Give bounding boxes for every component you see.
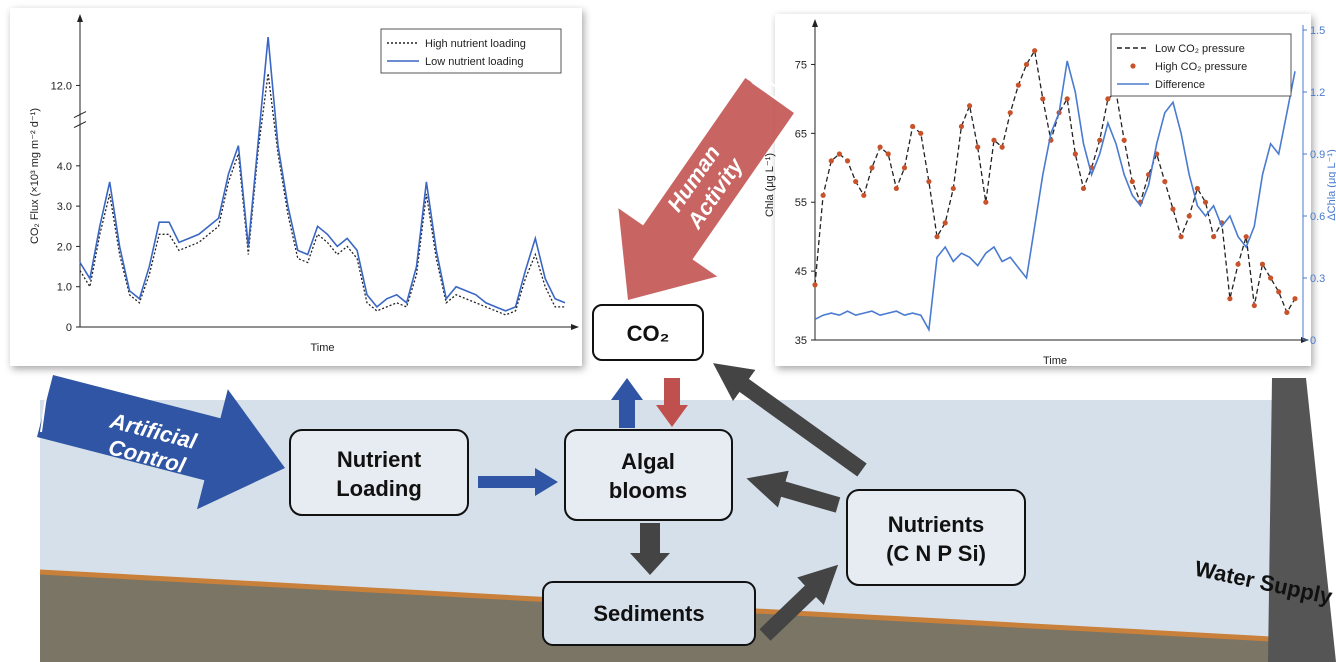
y-tick-label: 2.0 xyxy=(57,241,72,253)
data-point xyxy=(1260,262,1265,267)
data-point xyxy=(918,131,923,136)
data-point xyxy=(869,165,874,170)
y2-tick-label: 0 xyxy=(1310,335,1316,347)
data-point xyxy=(837,151,842,156)
data-point xyxy=(1097,138,1102,143)
diagram: Water Supply 01.02.03.04.012.0CO₂ Flux (… xyxy=(0,0,1336,662)
node-box xyxy=(290,430,468,515)
data-point xyxy=(1276,289,1281,294)
node-label: CO₂ xyxy=(627,321,670,346)
data-point xyxy=(1081,186,1086,191)
data-point xyxy=(1244,234,1249,239)
node-box xyxy=(847,490,1025,585)
data-point xyxy=(812,282,817,287)
legend-marker xyxy=(1130,63,1135,68)
data-point xyxy=(1252,303,1257,308)
data-point xyxy=(877,145,882,150)
data-point xyxy=(975,145,980,150)
y-tick-label: 45 xyxy=(795,266,807,278)
data-point xyxy=(1292,296,1297,301)
data-point xyxy=(1122,138,1127,143)
data-point xyxy=(894,186,899,191)
y-tick-label: 55 xyxy=(795,197,807,209)
y-tick-label: 4.0 xyxy=(57,161,72,173)
data-point xyxy=(1211,234,1216,239)
data-point xyxy=(1268,275,1273,280)
x-axis-label: Time xyxy=(310,342,334,354)
data-point xyxy=(845,158,850,163)
y2-tick-label: 1.5 xyxy=(1310,25,1325,37)
data-point xyxy=(1040,96,1045,101)
data-point xyxy=(1195,186,1200,191)
legend-label: Low CO₂ pressure xyxy=(1155,43,1245,55)
data-point xyxy=(926,179,931,184)
y-tick-label: 0 xyxy=(66,322,72,334)
legend-label: Low nutrient loading xyxy=(425,56,523,68)
data-point xyxy=(1170,207,1175,212)
data-point xyxy=(821,193,826,198)
y2-tick-label: 0.6 xyxy=(1310,211,1325,223)
y2-tick-label: 0.9 xyxy=(1310,149,1325,161)
x-axis-label: Time xyxy=(1043,355,1067,367)
data-point xyxy=(967,103,972,108)
data-point xyxy=(861,193,866,198)
data-point xyxy=(1179,234,1184,239)
data-point xyxy=(934,234,939,239)
data-point xyxy=(902,165,907,170)
y2-tick-label: 0.3 xyxy=(1310,273,1325,285)
legend-label: High CO₂ pressure xyxy=(1155,61,1247,73)
data-point xyxy=(951,186,956,191)
data-point xyxy=(1203,200,1208,205)
data-point xyxy=(1162,179,1167,184)
data-point xyxy=(1284,310,1289,315)
y-tick-label: 75 xyxy=(795,59,807,71)
data-point xyxy=(983,200,988,205)
data-point xyxy=(943,220,948,225)
data-point xyxy=(853,179,858,184)
legend-label: Difference xyxy=(1155,79,1205,91)
y-axis-label: CO₂ Flux (×10³ mg m⁻² d⁻¹) xyxy=(29,108,41,244)
data-point xyxy=(1105,96,1110,101)
y2-axis-label: ΔChla (μg L⁻¹) xyxy=(1326,149,1336,220)
data-point xyxy=(886,151,891,156)
y-tick-label: 1.0 xyxy=(57,282,72,294)
y-tick-label: 35 xyxy=(795,335,807,347)
y-axis-label: Chla (μg L⁻¹) xyxy=(764,153,776,217)
data-point xyxy=(829,158,834,163)
data-point xyxy=(1000,145,1005,150)
data-point xyxy=(910,124,915,129)
data-point xyxy=(1073,151,1078,156)
arrow-stripe xyxy=(33,380,40,430)
data-point xyxy=(1032,48,1037,53)
data-point xyxy=(1065,96,1070,101)
data-point xyxy=(1016,83,1021,88)
data-point xyxy=(1024,62,1029,67)
water-tower xyxy=(1268,378,1336,662)
node-label: Sediments xyxy=(593,601,704,626)
data-point xyxy=(1235,262,1240,267)
node-box xyxy=(565,430,732,520)
data-point xyxy=(1008,110,1013,115)
data-point xyxy=(1227,296,1232,301)
y2-tick-label: 1.2 xyxy=(1310,87,1325,99)
y-tick-label: 12.0 xyxy=(51,80,72,92)
data-point xyxy=(991,138,996,143)
y-tick-label: 3.0 xyxy=(57,201,72,213)
data-point xyxy=(1187,213,1192,218)
data-point xyxy=(959,124,964,129)
data-point xyxy=(1130,179,1135,184)
legend-label: High nutrient loading xyxy=(425,38,526,50)
y-tick-label: 65 xyxy=(795,128,807,140)
